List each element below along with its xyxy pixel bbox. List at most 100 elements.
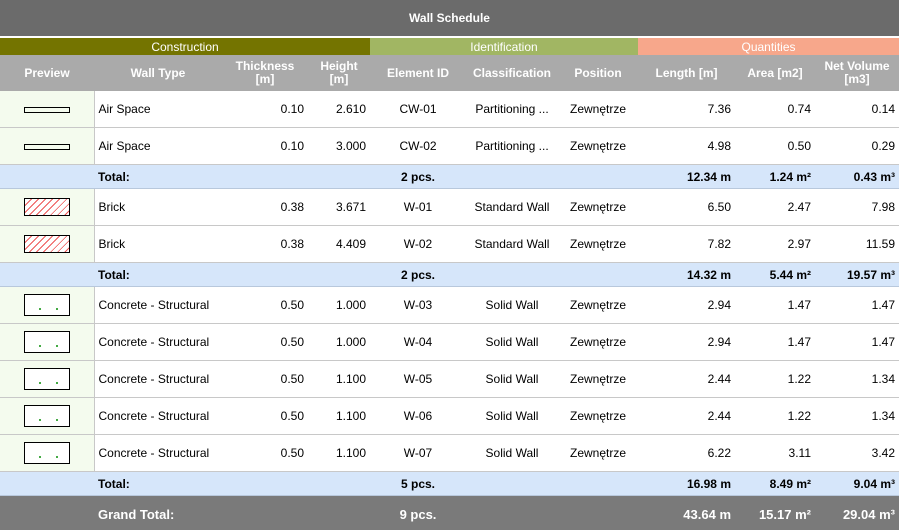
empty-cell [308, 164, 370, 189]
position-cell: Zewnętrze [558, 127, 638, 165]
empty-cell [308, 495, 370, 530]
table-row[interactable]: Air Space 0.10 2.610 CW-01 Partitioning ... Z… [0, 91, 899, 128]
table-row[interactable]: Concrete - Structural 0.50 1.100 W-05 Solid … [0, 360, 899, 398]
empty-cell [222, 262, 308, 287]
height-cell: 1.100 [308, 397, 370, 435]
total-area: 8.49 m² [735, 471, 815, 496]
column-header-net-volume[interactable]: Net Volume [m3] [815, 55, 899, 91]
brick-wall-preview-icon [23, 198, 70, 216]
empty-cell [466, 164, 558, 189]
concrete-wall-preview-icon [23, 294, 70, 316]
area-cell: 0.50 [735, 127, 815, 165]
classification-cell: Partitioning ... [466, 91, 558, 128]
empty-cell [0, 471, 94, 496]
area-cell: 1.47 [735, 323, 815, 361]
total-volume: 0.43 m³ [815, 164, 899, 189]
empty-cell [466, 471, 558, 496]
length-cell: 2.94 [638, 286, 735, 324]
thickness-cell: 0.50 [222, 397, 308, 435]
empty-cell [558, 471, 638, 496]
preview-cell [0, 286, 95, 324]
element-id-cell: W-06 [370, 397, 466, 435]
volume-cell: 7.98 [815, 188, 899, 226]
empty-cell [222, 164, 308, 189]
position-cell: Zewnętrze [558, 323, 638, 361]
empty-cell [558, 495, 638, 530]
area-cell: 2.97 [735, 225, 815, 263]
column-header-height[interactable]: Height [m] [308, 55, 370, 91]
position-cell: Zewnętrze [558, 91, 638, 128]
column-header-thickness[interactable]: Thickness [m] [222, 55, 308, 91]
concrete-wall-preview-icon [23, 442, 70, 464]
length-cell: 6.22 [638, 434, 735, 472]
preview-cell [0, 91, 95, 128]
volume-cell: 0.29 [815, 127, 899, 165]
empty-cell [0, 262, 94, 287]
wall-type-cell: Concrete - Structural [94, 286, 222, 324]
area-cell: 0.74 [735, 91, 815, 128]
empty-cell [222, 495, 308, 530]
table-row[interactable]: Concrete - Structural 0.50 1.100 W-06 Solid … [0, 397, 899, 435]
column-header-wall-type[interactable]: Wall Type [94, 55, 222, 91]
empty-cell [308, 471, 370, 496]
wall-type-cell: Brick [94, 188, 222, 226]
position-cell: Zewnętrze [558, 397, 638, 435]
preview-cell [0, 127, 95, 165]
group-quantities: Quantities [638, 37, 899, 55]
empty-cell [466, 262, 558, 287]
empty-cell [222, 471, 308, 496]
table-row[interactable]: Concrete - Structural 0.50 1.000 W-03 Solid … [0, 286, 899, 324]
column-header-element-id[interactable]: Element ID [370, 55, 466, 91]
subtotal-row: Total: 2 pcs. 14.32 m 5.44 m² 19.57 m³ [0, 262, 899, 287]
volume-cell: 3.42 [815, 434, 899, 472]
grand-total-row: Grand Total: 9 pcs. 43.64 m 15.17 m² 29.04 m… [0, 495, 899, 530]
empty-cell [466, 495, 558, 530]
table-row[interactable]: Concrete - Structural 0.50 1.000 W-04 Solid … [0, 323, 899, 361]
area-cell: 1.47 [735, 286, 815, 324]
position-cell: Zewnętrze [558, 286, 638, 324]
table-row[interactable]: Concrete - Structural 0.50 1.100 W-07 Solid … [0, 434, 899, 472]
thickness-cell: 0.10 [222, 127, 308, 165]
volume-cell: 0.14 [815, 91, 899, 128]
classification-cell: Solid Wall [466, 286, 558, 324]
total-count: 2 pcs. [370, 262, 466, 287]
element-id-cell: W-07 [370, 434, 466, 472]
group-identification: Identification [370, 37, 638, 55]
volume-cell: 1.47 [815, 286, 899, 324]
column-header-area[interactable]: Area [m2] [735, 55, 815, 91]
thickness-cell: 0.50 [222, 434, 308, 472]
volume-cell: 1.34 [815, 397, 899, 435]
total-count: 5 pcs. [370, 471, 466, 496]
column-header-preview[interactable]: Preview [0, 55, 94, 91]
position-cell: Zewnętrze [558, 434, 638, 472]
volume-cell: 1.47 [815, 323, 899, 361]
classification-cell: Partitioning ... [466, 127, 558, 165]
subtotal-row: Total: 2 pcs. 12.34 m 1.24 m² 0.43 m³ [0, 164, 899, 189]
classification-cell: Solid Wall [466, 323, 558, 361]
total-length: 14.32 m [638, 262, 735, 287]
wall-type-cell: Air Space [94, 91, 222, 128]
column-header-position[interactable]: Position [558, 55, 638, 91]
table-row[interactable]: Brick 0.38 4.409 W-02 Standard Wall Zewnętrze… [0, 225, 899, 263]
table-row[interactable]: Air Space 0.10 3.000 CW-02 Partitioning ... Z… [0, 127, 899, 165]
element-id-cell: W-04 [370, 323, 466, 361]
length-cell: 2.44 [638, 360, 735, 398]
classification-cell: Solid Wall [466, 360, 558, 398]
table-row[interactable]: Brick 0.38 3.671 W-01 Standard Wall Zewnętrze… [0, 188, 899, 226]
position-cell: Zewnętrze [558, 188, 638, 226]
length-cell: 6.50 [638, 188, 735, 226]
area-cell: 1.22 [735, 397, 815, 435]
preview-cell [0, 225, 95, 263]
area-cell: 1.22 [735, 360, 815, 398]
column-header-length[interactable]: Length [m] [638, 55, 735, 91]
thickness-cell: 0.50 [222, 360, 308, 398]
classification-cell: Solid Wall [466, 397, 558, 435]
length-cell: 7.36 [638, 91, 735, 128]
grand-total-count: 9 pcs. [370, 495, 466, 530]
wall-type-cell: Concrete - Structural [94, 360, 222, 398]
length-cell: 4.98 [638, 127, 735, 165]
column-header-classification[interactable]: Classification [466, 55, 558, 91]
volume-cell: 1.34 [815, 360, 899, 398]
